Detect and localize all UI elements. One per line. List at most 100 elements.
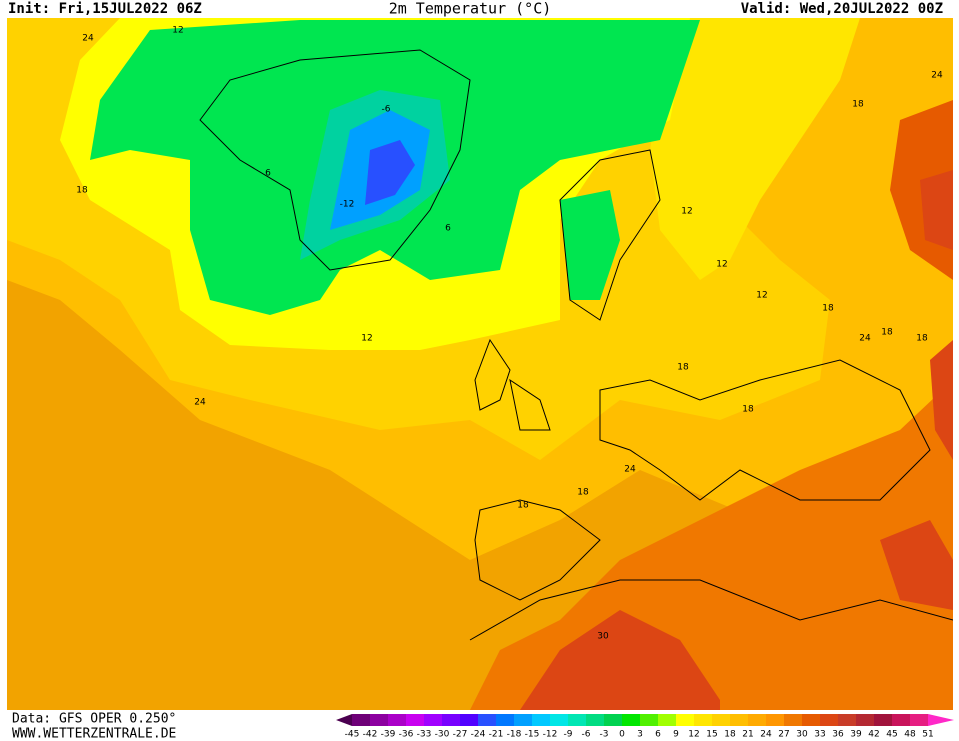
contour-label: 24 [931,71,943,81]
map-title: 2m Temperatur (°C) [389,0,552,18]
contour-label: 24 [82,34,94,44]
colorbar-swatch [838,714,856,726]
colorbar-arrow [928,714,954,726]
colorbar-swatch [370,714,388,726]
contour-label: 18 [881,328,893,338]
colorbar-swatch [694,714,712,726]
colorbar-label: 3 [637,730,643,740]
contour-label: 18 [577,488,589,498]
colorbar-swatch [460,714,478,726]
contour-label: 24 [859,334,871,344]
colorbar-label: -36 [399,730,414,740]
colorbar-swatch [730,714,748,726]
colorbar-label: 24 [760,730,772,740]
valid-time: Valid: Wed,20JUL2022 00Z [741,1,943,17]
contour-label: 18 [742,405,754,415]
colorbar-label: 21 [742,730,753,740]
colorbar-swatch [424,714,442,726]
colorbar-swatch [586,714,604,726]
colorbar-swatch [910,714,928,726]
contour-label: -12 [340,200,355,210]
colorbar-swatch [622,714,640,726]
colorbar-label: 15 [706,730,717,740]
colorbar-label: 45 [886,730,897,740]
zone [650,18,860,280]
colorbar-swatch [802,714,820,726]
colorbar-label: 27 [778,730,789,740]
colorbar-label: -18 [507,730,522,740]
colorbar-swatch [766,714,784,726]
contour-label: 18 [76,186,88,196]
colorbar-swatch [784,714,802,726]
colorbar-swatch [478,714,496,726]
map: 24 12 24 18 18 6 -6 -12 6 12 12 12 18 12 24 18 18 18 18 24 1… [7,18,953,710]
contour-label: 12 [361,334,372,344]
colorbar-label: -3 [600,730,609,740]
colorbar-swatch [604,714,622,726]
colorbar-label: -6 [582,730,591,740]
zone [365,140,415,205]
colorbar-swatch [748,714,766,726]
colorbar-swatch [892,714,910,726]
colorbar-swatch [820,714,838,726]
contour-label: 18 [677,363,689,373]
colorbar-label: -21 [489,730,504,740]
colorbar-label: 9 [673,730,679,740]
colorbar-arrow [336,714,352,726]
contour-label: 6 [445,224,451,234]
colorbar-label: -42 [363,730,378,740]
colorbar-label: -39 [381,730,396,740]
contour-label: 6 [265,169,271,179]
zone [920,170,953,250]
colorbar-label: -24 [471,730,486,740]
colorbar-label: -45 [345,730,360,740]
contour-label: 12 [172,26,183,36]
colorbar-label: 18 [724,730,736,740]
zone [930,340,953,460]
coastlines [199,49,953,641]
contour-label: 30 [597,632,609,642]
colorbar-swatch [406,714,424,726]
colorbar-label: 42 [868,730,879,740]
colorbar-label: -30 [435,730,450,740]
init-time: Init: Fri,15JUL2022 06Z [8,1,202,17]
contour-label: 18 [517,501,529,511]
zone [470,380,953,710]
site-url: WWW.WETTERZENTRALE.DE [12,727,176,741]
colorbar-label: 48 [904,730,916,740]
zone [560,190,620,300]
colorbar-label: 39 [850,730,862,740]
contour-label: 18 [852,100,864,110]
contour-label: -6 [382,105,391,115]
colorbar-swatch [874,714,892,726]
colorbar-label: 51 [922,730,933,740]
zone [880,520,953,610]
colorbar-label: -15 [525,730,540,740]
contour-label: 12 [681,207,692,217]
colorbar-swatch [568,714,586,726]
colorbar-swatch [712,714,730,726]
colorbar-label: 30 [796,730,808,740]
contour-label: 24 [194,398,206,408]
colorbar-swatch [532,714,550,726]
zone [520,610,720,710]
colorbar-label: -12 [543,730,558,740]
colorbar-swatch [640,714,658,726]
contour-label: 12 [716,260,727,270]
colorbar-swatch [856,714,874,726]
data-source: Data: GFS OPER 0.250° [12,712,176,727]
colorbar-label: -33 [417,730,432,740]
colorbar-label: 33 [814,730,825,740]
colorbar-label: 6 [655,730,661,740]
colorbar: -45 -42 -39 -36 -33 -30 -27 -24 -21 -18 -15 -12 -9 -6… [336,714,954,740]
colorbar-swatch [658,714,676,726]
colorbar-swatch [496,714,514,726]
colorbar-label: -27 [453,730,468,740]
contour-label: 18 [822,304,834,314]
colorbar-label: -9 [564,730,573,740]
colorbar-swatch [514,714,532,726]
contour-label: 18 [916,334,928,344]
contour-label: 12 [756,291,767,301]
colorbar-label: 12 [688,730,699,740]
